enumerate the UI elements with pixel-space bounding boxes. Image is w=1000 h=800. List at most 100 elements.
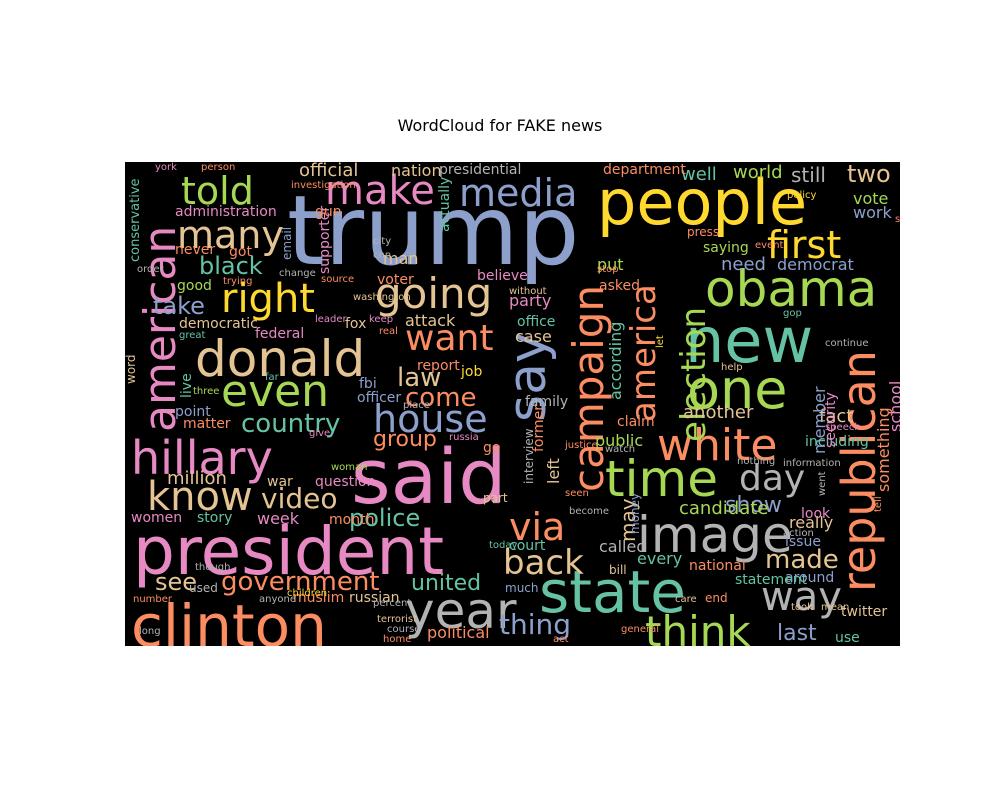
- word-clinton: clinton: [131, 592, 327, 646]
- word-used: used: [189, 581, 218, 595]
- word-presidential: presidential: [439, 162, 521, 178]
- word-republican: republican: [832, 350, 886, 592]
- word-people: people: [597, 166, 807, 239]
- word-obama: obama: [705, 260, 877, 318]
- word-tell: tell: [873, 496, 884, 512]
- word-show: show: [725, 493, 782, 518]
- word-general: general: [621, 624, 659, 635]
- word-though: though: [195, 562, 230, 573]
- word-court: court: [509, 538, 546, 554]
- word-issue: issue: [785, 534, 821, 550]
- word-party: party: [509, 291, 551, 310]
- word-muslim: muslim: [293, 590, 344, 606]
- word-voter: voter: [377, 272, 414, 288]
- word-including: including: [805, 434, 869, 450]
- word-part: part: [483, 491, 508, 505]
- word-cnn: cnn: [373, 250, 391, 261]
- word-seen: seen: [565, 488, 589, 499]
- word-policy: policy: [787, 190, 817, 201]
- word-become: become: [569, 506, 609, 517]
- word-children: children: [287, 588, 327, 599]
- word-law: law: [397, 363, 441, 393]
- word-office: office: [517, 314, 555, 330]
- word-trump: trump: [287, 175, 579, 287]
- word-student: student: [895, 214, 900, 225]
- word-made: made: [765, 545, 839, 575]
- word-continue: continue: [825, 338, 868, 349]
- word-saying: saying: [703, 240, 749, 256]
- word-still: still: [791, 163, 826, 187]
- word-washington: washington: [353, 292, 411, 303]
- word-officer: officer: [357, 390, 401, 406]
- word-supporter: supporter: [317, 206, 333, 274]
- word-story: story: [197, 510, 232, 526]
- word-united: united: [411, 571, 481, 596]
- word-democrat: democrat: [777, 255, 854, 274]
- word-official: official: [299, 162, 358, 181]
- word-email: email: [280, 227, 294, 260]
- word-anyone: anyone: [259, 594, 296, 605]
- word-leader: leader: [315, 314, 348, 325]
- word-care: care: [675, 594, 697, 605]
- word-see: see: [155, 568, 197, 596]
- word-york: york: [155, 162, 177, 173]
- word-home: home: [383, 634, 411, 645]
- word-man: man: [383, 249, 419, 268]
- word-two: two: [847, 162, 891, 188]
- word-three: three: [193, 386, 219, 397]
- word-donald: donald: [195, 330, 365, 388]
- word-point: point: [175, 404, 211, 420]
- word-president: president: [133, 513, 444, 590]
- word-thing: thing: [499, 608, 571, 641]
- word-believe: believe: [477, 268, 528, 284]
- word-vote: vote: [853, 189, 888, 208]
- word-said: said: [351, 432, 507, 521]
- word-attack: attack: [405, 311, 456, 330]
- word-actually: actually: [437, 177, 453, 232]
- word-week: week: [257, 509, 300, 528]
- word-may: may: [616, 498, 640, 542]
- word-month: month: [329, 512, 374, 528]
- word-school: school: [886, 381, 900, 432]
- word-around: around: [785, 570, 834, 586]
- word-government: government: [221, 567, 380, 597]
- word-russian: russian: [349, 590, 400, 606]
- word-security: security: [823, 392, 839, 448]
- word-nothing: nothing: [737, 456, 775, 467]
- word-took: took: [791, 602, 813, 613]
- word-long: long: [139, 626, 161, 637]
- word-hillary: hillary: [131, 431, 273, 485]
- word-know: know: [147, 474, 253, 520]
- word-person: person: [201, 162, 235, 173]
- word-never: never: [175, 242, 215, 258]
- word-gun: gun: [315, 204, 342, 220]
- word-black: black: [199, 252, 263, 280]
- word-public: public: [595, 431, 643, 450]
- word-terrorist: terrorist: [377, 614, 417, 625]
- word-well: well: [681, 164, 717, 185]
- word-come: come: [405, 383, 477, 413]
- word-even: even: [221, 366, 329, 417]
- word-conservative: conservative: [128, 178, 143, 262]
- word-really: really: [789, 513, 833, 532]
- word-country: country: [241, 409, 340, 439]
- word-work: work: [853, 203, 892, 222]
- word-first: first: [767, 223, 841, 267]
- word-member: member: [810, 386, 829, 454]
- word-case: case: [515, 327, 552, 346]
- word-house: house: [373, 397, 488, 441]
- word-left: left: [544, 458, 563, 484]
- word-look: look: [801, 506, 831, 522]
- word-american: american: [135, 226, 186, 432]
- word-order: order: [137, 264, 165, 275]
- word-campaign: campaign: [564, 285, 613, 492]
- word-take: take: [153, 292, 205, 320]
- word-got: got: [229, 244, 252, 260]
- word-percent: percent: [373, 598, 411, 609]
- word-day: day: [739, 458, 805, 499]
- word-administration: administration: [175, 204, 277, 220]
- word-claim: claim: [617, 414, 655, 430]
- word-city: city: [373, 236, 391, 247]
- word-democratic: democratic: [179, 316, 258, 332]
